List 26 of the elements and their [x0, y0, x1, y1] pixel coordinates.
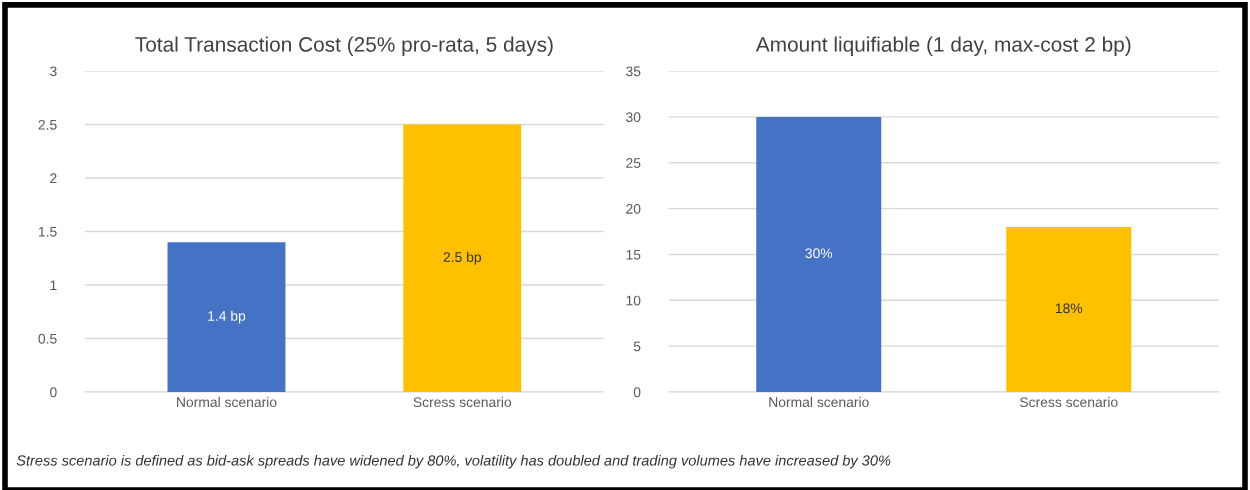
data-label: 18%	[1055, 303, 1083, 314]
y-tick-label: 15	[626, 249, 641, 260]
y-tick-label: 10	[626, 295, 641, 306]
y-tick-label: 5	[633, 341, 641, 352]
y-tick-label: 25	[626, 158, 641, 168]
y-tick-label: 0	[50, 387, 57, 398]
y-tick-label: 0.5	[38, 333, 57, 344]
chart-title: Amount liquifiable (1 day, max-cost 2 bp)	[755, 36, 1131, 56]
y-tick-label: 2	[50, 173, 57, 184]
y-tick-label: 3	[50, 66, 57, 77]
y-tick-label: 0	[633, 387, 641, 398]
data-label: 2.5 bp	[443, 251, 481, 265]
y-tick-label: 35	[626, 66, 641, 77]
chart-title: Total Transaction Cost (25% pro-rata, 5 days)	[135, 36, 553, 56]
y-tick-label: 20	[626, 203, 641, 214]
y-tick-label: 1	[50, 280, 57, 291]
y-tick-label: 30	[626, 112, 641, 123]
data-label: 30%	[805, 248, 833, 259]
x-tick-label: Scress scenario	[413, 396, 512, 408]
data-label: 1.4 bp	[208, 310, 246, 324]
text: Stress scenario is defined as bid-ask spreads have widened by 80%, volatility has doubled and trading volumes have increased by 30%	[16, 454, 891, 469]
x-tick-label: Normal scenario	[769, 396, 869, 408]
x-tick-label: Scress scenario	[1019, 396, 1118, 408]
y-tick-label: 1.5	[38, 227, 57, 237]
x-tick-label: Normal scenario	[177, 396, 277, 408]
y-tick-label: 2.5	[38, 119, 57, 130]
